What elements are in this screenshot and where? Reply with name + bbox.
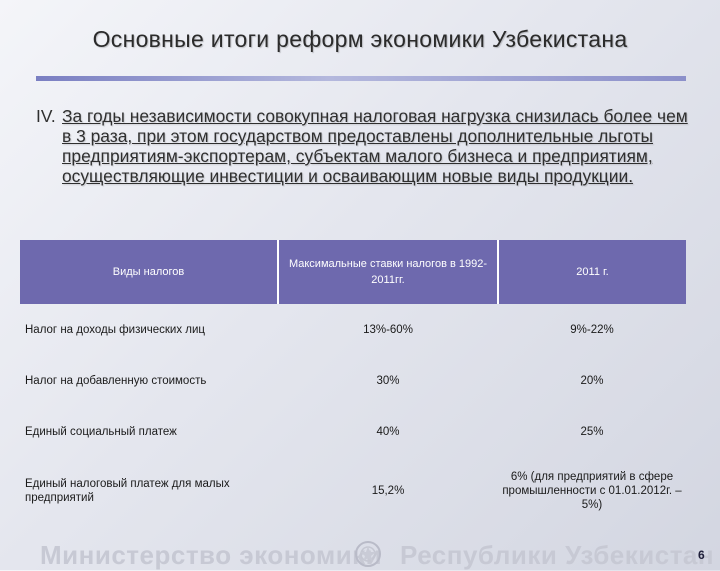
- page-number: 6: [698, 548, 705, 562]
- intro-paragraph: IV. За годы независимости совокупная нал…: [36, 106, 696, 186]
- max-rate-cell: 30%: [376, 374, 400, 387]
- max-rate-cell: 15,2%: [371, 484, 405, 497]
- max-rate-cell: 40%: [376, 425, 400, 438]
- uzbekistan-emblem-icon: [355, 541, 381, 567]
- tax-rates-table: Виды налогов Максимальные ставки налогов…: [20, 240, 686, 524]
- slide-title: Основные итоги реформ экономики Узбекист…: [92, 26, 628, 52]
- rate-2011-cell: 25%: [580, 425, 604, 438]
- table-row: Единый налоговый платеж для малых предпр…: [20, 457, 686, 524]
- footer-ministry-text: Министерство экономики: [40, 540, 383, 570]
- max-rate-cell: 13%-60%: [363, 323, 413, 336]
- title-divider: [36, 76, 686, 81]
- rate-2011-cell: 6% (для предприятий в сфере промышленнос…: [502, 470, 682, 511]
- section-number: IV.: [36, 106, 56, 126]
- tax-name-cell: Единый социальный платеж: [25, 425, 177, 438]
- header-2011: 2011 г.: [498, 240, 686, 304]
- table-row: Налог на доходы физических лиц 13%-60% 9…: [20, 304, 686, 355]
- rate-2011-cell: 9%-22%: [570, 323, 614, 336]
- rate-2011-cell: 20%: [580, 374, 604, 387]
- slide-footer: Министерство экономики Республики Узбеки…: [0, 536, 720, 570]
- footer-republic-text: Республики Узбекистан: [400, 540, 715, 570]
- table-row: Единый социальный платеж 40% 25%: [20, 406, 686, 457]
- header-tax-type: Виды налогов: [20, 240, 279, 304]
- intro-text: За годы независимости совокупная налогов…: [62, 106, 688, 186]
- table-row: Налог на добавленную стоимость 30% 20%: [20, 355, 686, 406]
- header-max-rates: Максимальные ставки налогов в 1992-2011г…: [278, 240, 499, 304]
- tax-name-cell: Налог на доходы физических лиц: [25, 323, 206, 336]
- tax-name-cell: Налог на добавленную стоимость: [25, 374, 207, 387]
- table-header-row: Виды налогов Максимальные ставки налогов…: [20, 240, 686, 304]
- tax-name-cell: Единый налоговый платеж для малых предпр…: [25, 477, 230, 504]
